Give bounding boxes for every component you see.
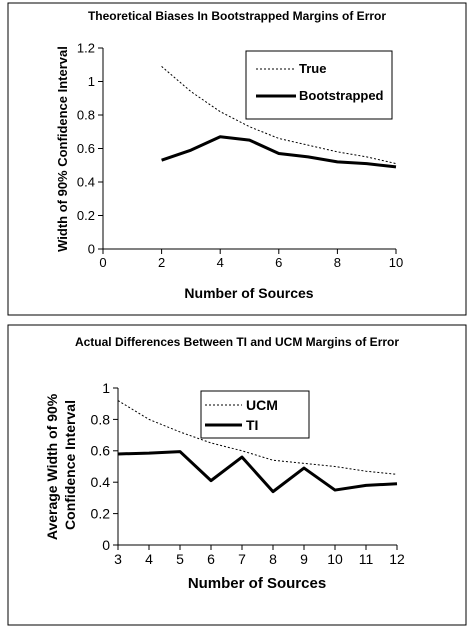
chart-1-y-tick-label: 1 <box>88 74 95 89</box>
chart-1-x-tick-label: 8 <box>334 255 341 270</box>
chart-2-x-tick-label: 4 <box>145 551 153 567</box>
chart-1-legend: True Bootstrapped <box>245 50 393 120</box>
chart-2-legend-ti-label: TI <box>246 417 258 433</box>
chart-1-frame <box>7 2 467 316</box>
chart-2-x-tick-label: 11 <box>359 551 374 567</box>
chart-2-y-tick-label: 0 <box>102 537 110 553</box>
chart-1: Theoretical Biases In Bootstrapped Margi… <box>7 2 467 316</box>
chart-1-title: Theoretical Biases In Bootstrapped Margi… <box>88 9 386 23</box>
chart-2-y-tick-label: 0.6 <box>91 443 111 459</box>
chart-1-x-tick-label: 6 <box>275 255 282 270</box>
chart-2-legend: UCM TI <box>200 390 310 439</box>
chart-2-x-tick-label: 12 <box>389 551 405 567</box>
chart-2-x-tick-label: 5 <box>176 551 184 567</box>
chart-1-y-tick-label: 1.2 <box>77 41 95 56</box>
chart-2-x-tick-label: 8 <box>269 551 277 567</box>
chart-2-x-tick-label: 6 <box>207 551 215 567</box>
chart-1-y-tick-label: 0.4 <box>77 175 95 190</box>
chart-2-series-ti-line <box>117 450 398 494</box>
chart-1-x-tick-label: 2 <box>158 255 165 270</box>
chart-2: Actual Differences Between TI and UCM Ma… <box>7 324 467 626</box>
chart-2-legend-ucm-label: UCM <box>246 397 278 413</box>
chart-2-y-tick-label: 0.8 <box>91 411 111 427</box>
chart-2-y-tick-label: 0.4 <box>91 474 111 490</box>
chart-2-legend-box <box>200 390 310 439</box>
chart-1-axes: 0 2 4 6 8 10 0 0.2 0.4 0.6 0.8 1 1.2 <box>77 41 403 270</box>
chart-2-title: Actual Differences Between TI and UCM Ma… <box>75 335 399 349</box>
chart-2-y-axis-label: Average Width of 90% Confidence Interval <box>44 390 78 540</box>
chart-1-series-lines <box>161 66 397 169</box>
chart-2-y-axis-label-line-1: Average Width of 90% <box>44 393 60 540</box>
chart-1-legend-box <box>245 50 393 120</box>
chart-1-y-tick-label: 0 <box>88 242 95 257</box>
chart-2-x-tick-label: 9 <box>300 551 308 567</box>
chart-1-y-tick-label: 0.8 <box>77 108 95 123</box>
chart-2-series-lines <box>117 400 398 494</box>
chart-1-legend-true-label: True <box>299 61 326 76</box>
chart-2-y-tick-label: 1 <box>102 380 110 396</box>
chart-2-x-tick-label: 10 <box>327 551 343 567</box>
chart-1-x-tick-label: 4 <box>217 255 224 270</box>
chart-2-x-tick-label: 7 <box>238 551 246 567</box>
chart-1-y-tick-label: 0.6 <box>77 141 95 156</box>
chart-2-series-ucm-line <box>117 400 398 475</box>
chart-2-y-tick-label: 0.2 <box>91 506 111 522</box>
chart-2-x-tick-label: 3 <box>114 551 122 567</box>
chart-1-y-axis-label: Width of 90% Confidence Interval <box>55 46 70 252</box>
chart-2-axes: 3 4 5 6 7 8 9 10 11 12 0 0.2 0.4 0.6 0.8 1 <box>91 380 405 567</box>
chart-1-x-tick-label: 10 <box>389 255 403 270</box>
chart-1-series-bootstrapped-line <box>161 135 397 169</box>
chart-2-x-axis-label: Number of Sources <box>188 575 326 592</box>
chart-2-frame <box>7 324 467 626</box>
chart-1-x-axis-label: Number of Sources <box>184 285 313 301</box>
chart-1-legend-bootstrapped-label: Bootstrapped <box>299 88 384 103</box>
chart-1-x-tick-label: 0 <box>99 255 106 270</box>
chart-1-y-tick-label: 0.2 <box>77 208 95 223</box>
chart-2-y-axis-label-line-2: Confidence Interval <box>62 400 78 530</box>
